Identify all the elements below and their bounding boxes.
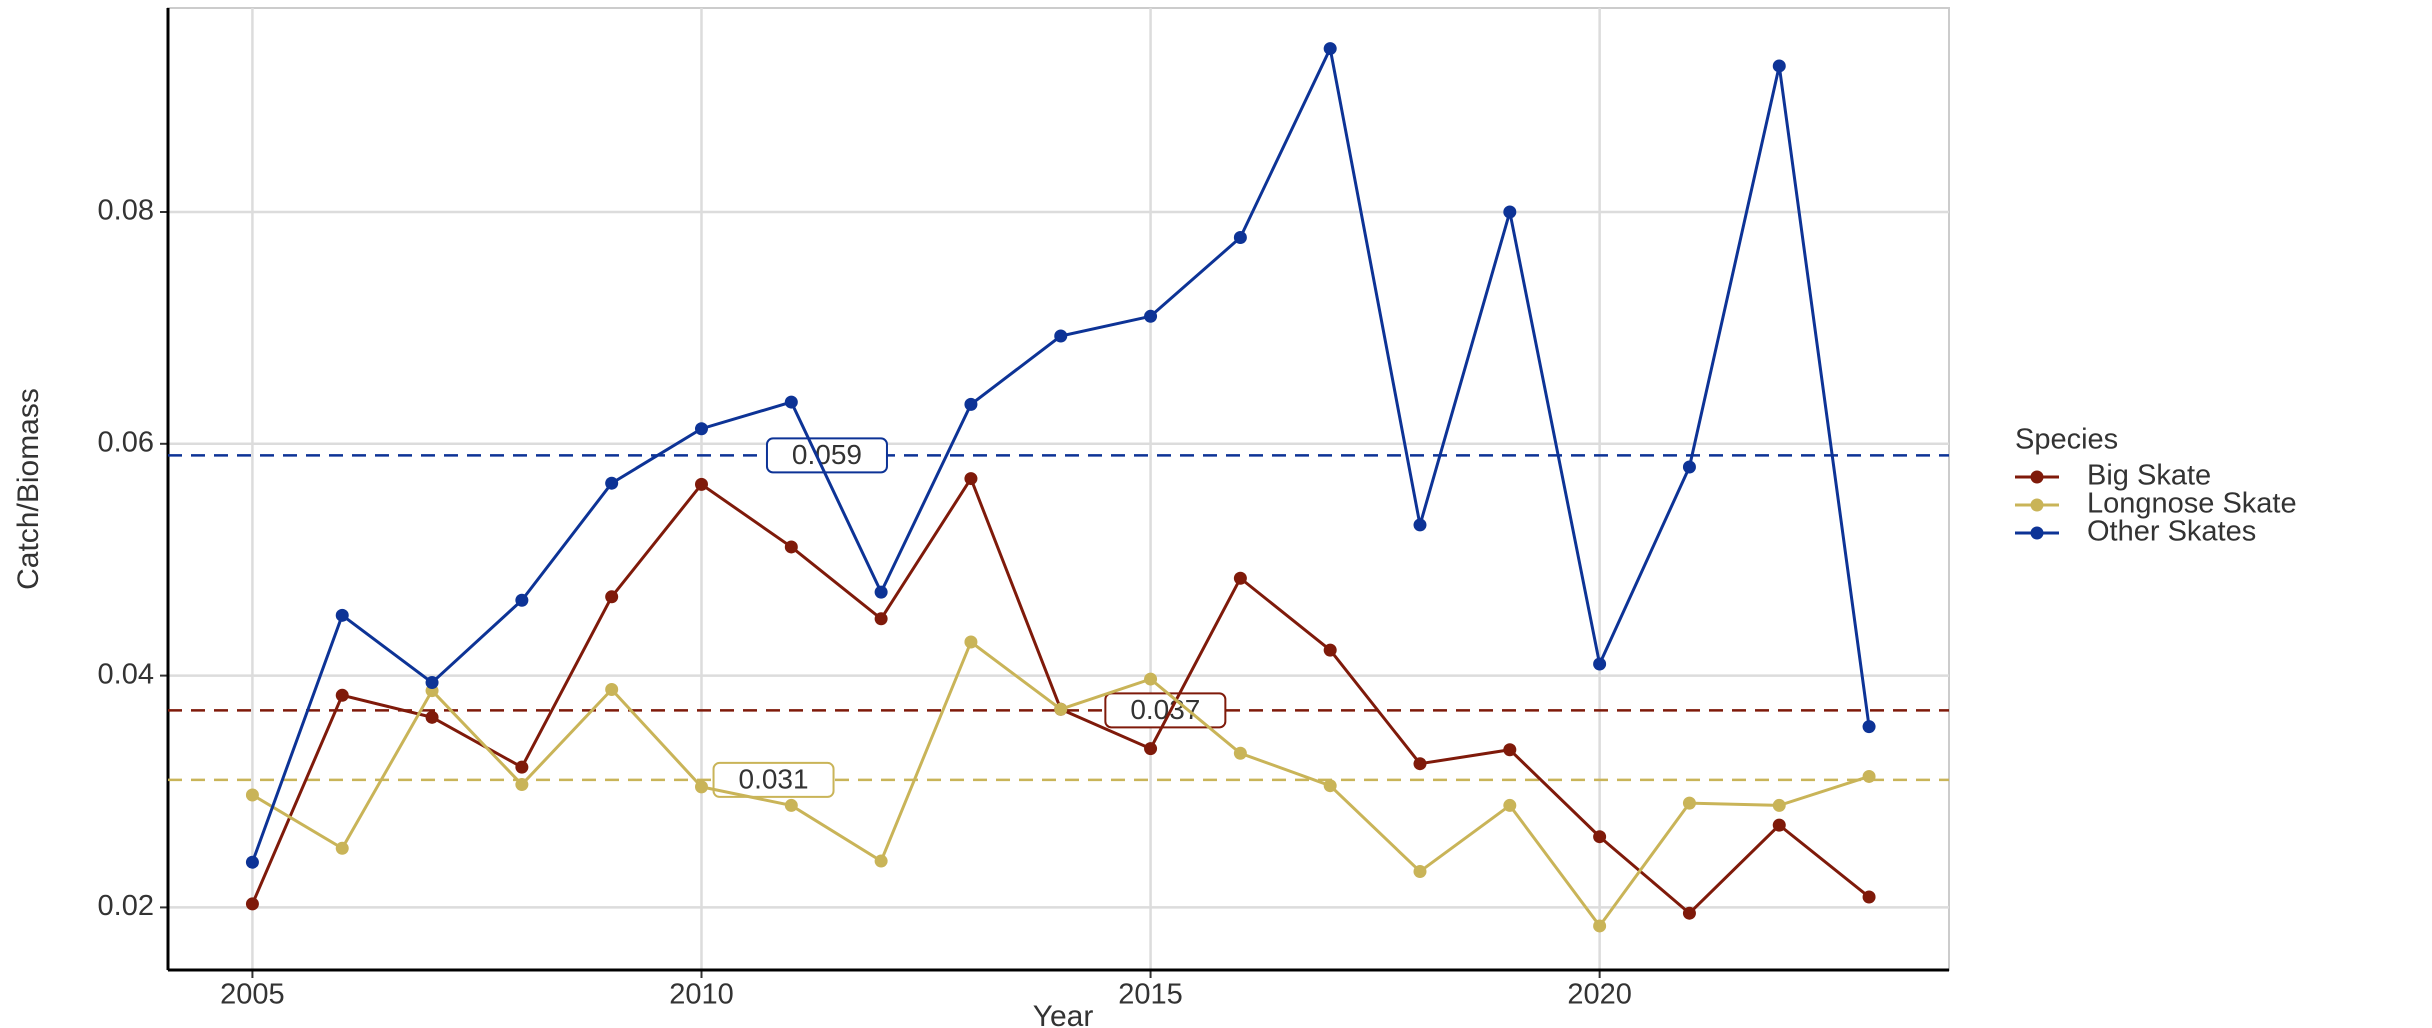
legend-label: Big Skate — [2087, 460, 2211, 492]
data-point — [874, 612, 888, 626]
data-point — [515, 760, 529, 774]
legend-key-dot — [2030, 470, 2044, 484]
legend-label: Longnose Skate — [2087, 488, 2297, 520]
data-point — [1593, 919, 1607, 933]
data-point — [1413, 864, 1427, 878]
x-axis-title: Year — [1033, 1000, 1094, 1028]
data-point — [1144, 672, 1158, 686]
y-tick-label: 0.08 — [98, 195, 154, 227]
data-point — [335, 688, 349, 702]
data-point — [1772, 59, 1786, 73]
x-tick-label: 2015 — [1118, 979, 1183, 1011]
y-tick-label: 0.02 — [98, 890, 154, 922]
data-point — [1682, 460, 1696, 474]
legend-key-dot — [2030, 498, 2044, 512]
panel-border — [167, 7, 1950, 971]
reference-label-box — [712, 761, 835, 798]
data-point — [335, 841, 349, 855]
data-point — [1323, 42, 1337, 56]
data-point — [1503, 205, 1517, 219]
series-line — [251, 639, 1870, 929]
reference-label: 0.059 — [792, 439, 862, 470]
data-point — [1054, 329, 1068, 343]
data-point — [425, 676, 439, 690]
legend-title: Species — [2015, 424, 2118, 456]
data-point — [1233, 571, 1247, 585]
reference-label-box — [1104, 692, 1227, 729]
data-point — [245, 788, 259, 802]
data-point — [605, 590, 619, 604]
data-point — [515, 778, 529, 792]
data-point — [1323, 643, 1337, 657]
data-point — [1233, 230, 1247, 244]
data-point — [1772, 798, 1786, 812]
data-point — [1144, 742, 1158, 756]
y-tick-label: 0.04 — [98, 658, 154, 690]
data-point — [1772, 818, 1786, 832]
data-point — [515, 593, 529, 607]
data-point — [245, 897, 259, 911]
data-point — [694, 422, 708, 436]
legend-key-dot — [2030, 526, 2044, 540]
data-point — [1054, 702, 1068, 716]
data-point — [964, 397, 978, 411]
data-point — [784, 798, 798, 812]
data-point — [694, 477, 708, 491]
data-point — [784, 540, 798, 554]
data-point — [1503, 743, 1517, 757]
data-point — [694, 780, 708, 794]
x-tick-label: 2005 — [220, 979, 285, 1011]
x-tick-label: 2010 — [669, 979, 734, 1011]
data-point — [1503, 798, 1517, 812]
data-point — [1682, 796, 1696, 810]
y-tick-label: 0.06 — [98, 426, 154, 458]
data-point — [1413, 757, 1427, 771]
data-point — [964, 635, 978, 649]
series-line — [251, 475, 1871, 916]
data-point — [784, 395, 798, 409]
data-point — [1323, 779, 1337, 793]
reference-label: 0.031 — [739, 763, 809, 794]
data-point — [964, 472, 978, 486]
data-point — [425, 710, 439, 724]
data-point — [245, 855, 259, 869]
data-point — [1144, 309, 1158, 323]
data-point — [1413, 518, 1427, 532]
data-point — [1862, 720, 1876, 734]
reference-label-box — [765, 437, 888, 474]
data-point — [605, 683, 619, 697]
legend-label: Other Skates — [2087, 516, 2256, 548]
data-point — [1593, 657, 1607, 671]
data-point — [874, 585, 888, 599]
x-tick-label: 2020 — [1567, 979, 1632, 1011]
data-point — [605, 476, 619, 490]
data-point — [1862, 890, 1876, 904]
data-point — [874, 854, 888, 868]
data-point — [1233, 746, 1247, 760]
data-point — [1593, 830, 1607, 844]
y-axis-title: Catch/Biomass — [12, 388, 45, 590]
data-point — [1682, 906, 1696, 920]
data-point — [1862, 769, 1876, 783]
data-point — [335, 608, 349, 622]
